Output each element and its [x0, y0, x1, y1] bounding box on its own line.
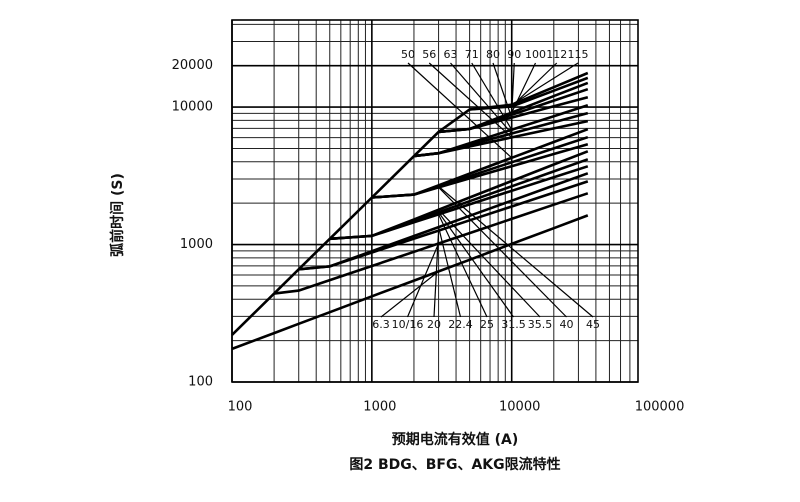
- leader-line: [437, 226, 462, 318]
- series-label: 35.5: [528, 318, 553, 331]
- series-line: [413, 104, 589, 158]
- series-label: 6.3: [372, 318, 390, 331]
- leader-line: [511, 62, 558, 107]
- series-label: 112: [546, 48, 567, 61]
- leader-line: [438, 211, 514, 318]
- leader-line: [438, 186, 567, 318]
- y-axis-label: 弧前时间 (S): [109, 173, 126, 257]
- series-label: 20: [427, 318, 441, 331]
- leader-line: [406, 243, 440, 318]
- series-line: [231, 214, 589, 351]
- caption: 图2 BDG、BFG、AKG限流特性: [349, 456, 560, 473]
- series-label: 10/16: [392, 318, 424, 331]
- leader-line: [438, 185, 594, 318]
- y-tick-label: 10000: [172, 100, 213, 115]
- x-axis-label: 预期电流有效值 (A): [392, 431, 519, 448]
- series-line: [273, 192, 589, 295]
- series-label: 22.4: [448, 318, 473, 331]
- series-label: 80: [486, 48, 500, 61]
- series-label: 100: [525, 48, 546, 61]
- leader-line: [511, 62, 579, 106]
- series-label: 25: [480, 318, 494, 331]
- series-label: 31.5: [501, 318, 526, 331]
- series-line: [371, 127, 589, 199]
- leader-line: [438, 214, 488, 318]
- x-tick-label: 10000: [499, 400, 540, 415]
- leader-line: [492, 62, 513, 118]
- series-label: 50: [401, 48, 415, 61]
- series-label: 63: [444, 48, 458, 61]
- series-label: 56: [422, 48, 436, 61]
- series-label: 40: [560, 318, 574, 331]
- y-tick-label: 20000: [172, 58, 213, 73]
- series-label: 115: [568, 48, 589, 61]
- series-label: 71: [465, 48, 479, 61]
- x-tick-label: 100000: [635, 400, 685, 415]
- leader-line: [433, 230, 440, 318]
- x-tick-label: 1000: [363, 400, 396, 415]
- y-tick-label: 1000: [180, 237, 213, 252]
- leader-line: [380, 270, 439, 318]
- series-label: 90: [507, 48, 521, 61]
- leader-line: [438, 209, 541, 318]
- series-line: [231, 71, 589, 336]
- x-tick-label: 100: [228, 400, 253, 415]
- leader-line: [428, 62, 513, 138]
- leader-line: [471, 62, 513, 130]
- leader-line: [450, 62, 513, 134]
- y-tick-label: 100: [188, 375, 213, 390]
- leader-line: [407, 62, 513, 159]
- series-label: 45: [586, 318, 600, 331]
- plot-frame: [231, 19, 639, 383]
- leader-line: [511, 62, 537, 113]
